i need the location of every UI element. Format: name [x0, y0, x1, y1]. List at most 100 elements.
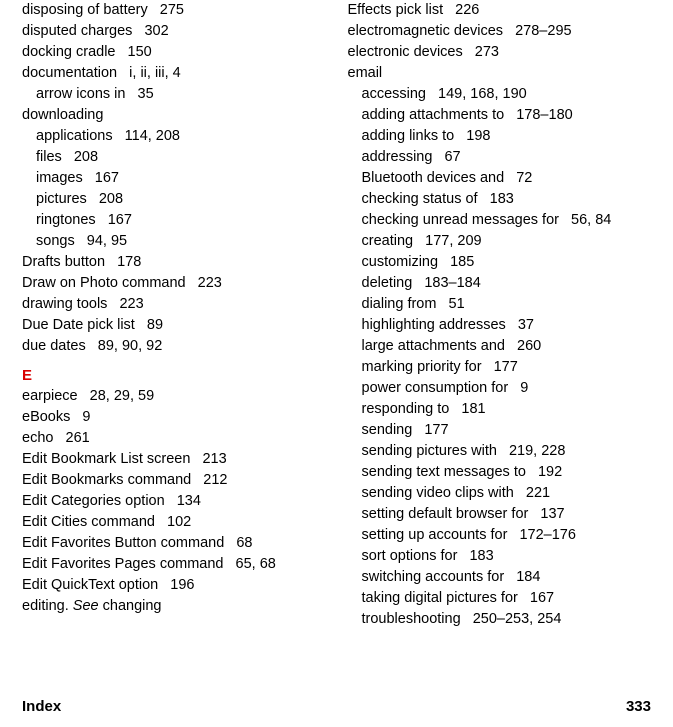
index-entry: responding to 181 [348, 399, 652, 420]
index-entry: Edit QuickText option 196 [22, 575, 326, 596]
index-term: highlighting addresses [362, 317, 506, 333]
index-term: switching accounts for [362, 569, 505, 585]
index-term: files [36, 149, 62, 165]
index-term: arrow icons in [36, 86, 125, 102]
index-pages: 185 [442, 254, 474, 270]
index-term: images [36, 170, 83, 186]
index-term: email [348, 65, 383, 81]
index-entry: checking unread messages for 56, 84 [348, 210, 652, 231]
columns: disposing of battery 275disputed charges… [22, 0, 651, 630]
index-term: applications [36, 128, 113, 144]
index-term: downloading [22, 107, 103, 123]
index-pages: 102 [159, 514, 191, 530]
index-term: Drafts button [22, 254, 105, 270]
index-entry: setting up accounts for 172–176 [348, 525, 652, 546]
index-entry: adding links to 198 [348, 126, 652, 147]
index-term: checking unread messages for [362, 212, 559, 228]
index-entry: dialing from 51 [348, 294, 652, 315]
index-pages: 212 [195, 472, 227, 488]
index-pages: 221 [518, 485, 550, 501]
index-entry: accessing 149, 168, 190 [348, 84, 652, 105]
index-entry: sending 177 [348, 420, 652, 441]
index-entry: ringtones 167 [22, 210, 326, 231]
index-term: ringtones [36, 212, 96, 228]
index-pages: 219, 228 [501, 443, 566, 459]
index-term: due dates [22, 338, 86, 354]
right-column: Effects pick list 226 electromagnetic dev… [348, 0, 652, 630]
index-entry: Edit Categories option 134 [22, 491, 326, 512]
index-entry: addressing 67 [348, 147, 652, 168]
index-pages: 250–253, 254 [465, 611, 562, 627]
index-pages: 181 [453, 401, 485, 417]
index-term: setting up accounts for [362, 527, 508, 543]
see-reference: See [73, 598, 99, 614]
index-entry: creating 177, 209 [348, 231, 652, 252]
index-term: deleting [362, 275, 413, 291]
index-entry: taking digital pictures for 167 [348, 588, 652, 609]
index-entry: Drafts button 178 [22, 252, 326, 273]
index-pages: 134 [169, 493, 201, 509]
index-entry: troubleshooting 250–253, 254 [348, 609, 652, 630]
index-term: power consumption for [362, 380, 509, 396]
index-term: Due Date pick list [22, 317, 135, 333]
index-pages: 278–295 [507, 23, 572, 39]
index-entry: email [348, 63, 652, 84]
index-pages: 183 [461, 548, 493, 564]
index-term: electronic devices [348, 44, 463, 60]
index-term: sort options for [362, 548, 458, 564]
index-term: setting default browser for [362, 506, 529, 522]
index-term: Effects pick list [348, 2, 444, 18]
index-pages: 167 [522, 590, 554, 606]
index-pages: i, ii, iii, 4 [121, 65, 181, 81]
left-column: disposing of battery 275disputed charges… [22, 0, 326, 630]
index-term: docking cradle [22, 44, 116, 60]
index-pages: 9 [74, 409, 90, 425]
index-pages: 51 [440, 296, 464, 312]
index-pages: 184 [508, 569, 540, 585]
index-entry: deleting 183–184 [348, 273, 652, 294]
index-entry: disputed charges 302 [22, 21, 326, 42]
index-entry: sending text messages to 192 [348, 462, 652, 483]
index-term: taking digital pictures for [362, 590, 518, 606]
index-entry: echo 261 [22, 428, 326, 449]
index-pages: 137 [532, 506, 564, 522]
index-term: large attachments and [362, 338, 505, 354]
index-pages: 223 [111, 296, 143, 312]
index-pages: 196 [162, 577, 194, 593]
index-term: adding attachments to [362, 107, 505, 123]
index-entry: songs 94, 95 [22, 231, 326, 252]
index-page: disposing of battery 275disputed charges… [0, 0, 673, 727]
index-term: sending [362, 422, 413, 438]
index-pages: 177, 209 [417, 233, 482, 249]
index-term: editing. [22, 598, 73, 614]
index-term: drawing tools [22, 296, 107, 312]
index-pages: 177 [486, 359, 518, 375]
index-pages: 172–176 [511, 527, 576, 543]
index-entry: electronic devices 273 [348, 42, 652, 63]
index-entry: sending pictures with 219, 228 [348, 441, 652, 462]
index-entry: Effects pick list 226 [348, 0, 652, 21]
index-pages: 9 [512, 380, 528, 396]
index-term: earpiece [22, 388, 78, 404]
index-entry: Edit Favorites Pages command 65, 68 [22, 554, 326, 575]
index-entry: power consumption for 9 [348, 378, 652, 399]
index-pages: 178–180 [508, 107, 573, 123]
index-pages: 28, 29, 59 [82, 388, 155, 404]
index-term: electromagnetic devices [348, 23, 504, 39]
index-term: marking priority for [362, 359, 482, 375]
index-term: Draw on Photo command [22, 275, 186, 291]
see-target: changing [99, 598, 162, 614]
index-entry: marking priority for 177 [348, 357, 652, 378]
index-entry: drawing tools 223 [22, 294, 326, 315]
index-entry: files 208 [22, 147, 326, 168]
index-term: troubleshooting [362, 611, 461, 627]
index-entry: highlighting addresses 37 [348, 315, 652, 336]
index-entry: downloading [22, 105, 326, 126]
index-pages: 183–184 [416, 275, 481, 291]
index-entry: due dates 89, 90, 92 [22, 336, 326, 357]
index-entry: setting default browser for 137 [348, 504, 652, 525]
index-pages: 192 [530, 464, 562, 480]
index-entry: docking cradle 150 [22, 42, 326, 63]
index-pages: 35 [129, 86, 153, 102]
index-entry: Bluetooth devices and 72 [348, 168, 652, 189]
